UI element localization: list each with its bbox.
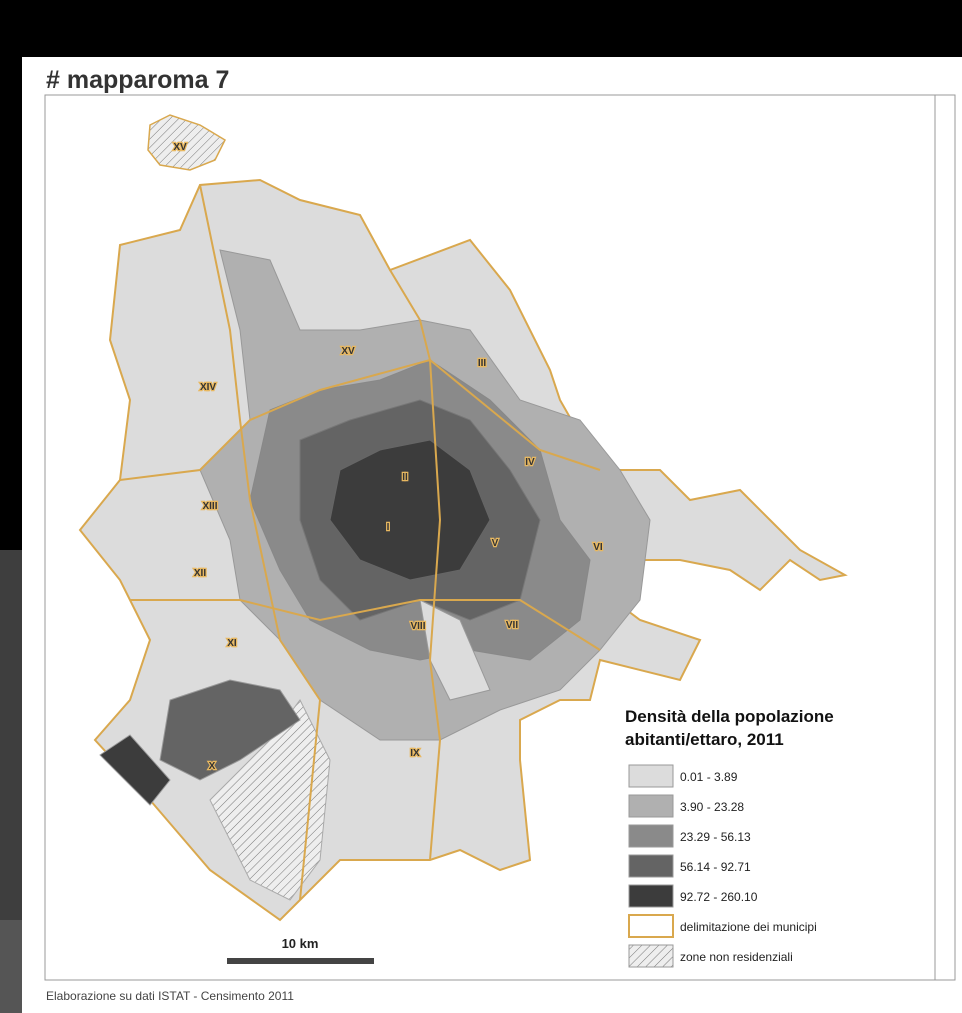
legend-swatch xyxy=(628,764,674,788)
boundary xyxy=(130,599,601,651)
municipio-label: VI xyxy=(593,542,603,553)
municipio-label: XI xyxy=(227,638,237,649)
municipio-label: XII xyxy=(194,568,206,579)
region xyxy=(147,114,226,171)
municipio-label: VIII xyxy=(410,621,425,632)
side-band xyxy=(0,920,22,1013)
legend-label: 56.14 - 92.71 xyxy=(680,860,751,874)
region xyxy=(99,734,171,806)
legend-label: 23.29 - 56.13 xyxy=(680,830,751,844)
legend-label: 0.01 - 3.89 xyxy=(680,770,738,784)
legend-label: zone non residenziali xyxy=(680,950,793,964)
municipio-label: X xyxy=(209,761,216,772)
region xyxy=(419,599,491,701)
boundary xyxy=(389,269,442,861)
legend-label: delimitazione dei municipi xyxy=(680,920,817,934)
municipio-label: XV xyxy=(341,346,355,357)
municipio-label: I xyxy=(387,522,390,533)
municipio-label: XIII xyxy=(202,501,217,512)
legend-subtitle: abitanti/ettaro, 2011 xyxy=(625,730,784,749)
top-band xyxy=(0,0,962,57)
legend: 0.01 - 3.89 3.90 - 23.28 23.29 - 56.13 56.1… xyxy=(628,764,758,908)
map-frame xyxy=(44,94,956,981)
region xyxy=(159,679,301,781)
legend-title: Densità della popolazione xyxy=(625,707,834,726)
municipio-label: IV xyxy=(525,457,535,468)
legend-swatch xyxy=(628,824,674,848)
municipio-label: II xyxy=(402,472,408,483)
municipio-label: III xyxy=(478,358,487,369)
legend-swatch xyxy=(628,854,674,878)
legend-swatch xyxy=(628,884,674,908)
scale-label: 10 km xyxy=(282,936,319,951)
legend-swatch xyxy=(628,794,674,818)
source: Elaborazione su dati ISTAT - Censimento … xyxy=(46,989,294,1003)
municipio-label: VII xyxy=(506,620,518,631)
region xyxy=(329,439,491,581)
legend-label: 3.90 - 23.28 xyxy=(680,800,744,814)
boundary xyxy=(119,358,601,481)
title: # mapparoma 7 xyxy=(46,66,229,94)
legend-swatch xyxy=(628,944,674,968)
municipio-label: XV xyxy=(173,142,187,153)
municipio-label: IX xyxy=(410,748,420,759)
scale-bar xyxy=(227,958,374,964)
boundary xyxy=(199,184,322,901)
legend-swatch xyxy=(628,914,674,938)
legend-label: 92.72 - 260.10 xyxy=(680,890,758,904)
municipio-label: V xyxy=(492,538,499,549)
municipio-label: XIV xyxy=(200,382,216,393)
side-band xyxy=(0,550,22,920)
